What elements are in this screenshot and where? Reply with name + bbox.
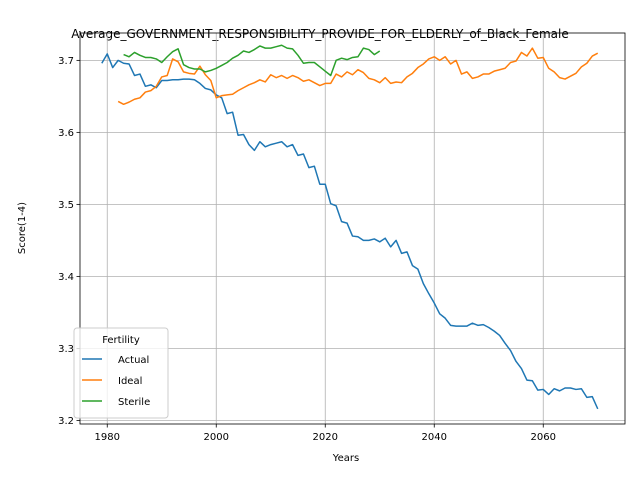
y-tick-label: 3.5 [58, 200, 74, 211]
x-tick-label: 1980 [95, 432, 120, 443]
grid [80, 33, 625, 424]
y-tick-label: 3.6 [58, 128, 74, 139]
y-tick-label: 3.3 [58, 344, 74, 355]
series-line-actual [101, 53, 599, 410]
legend-label-sterile: Sterile [118, 397, 150, 408]
x-tick-label: 2020 [313, 432, 338, 443]
x-axis-ticks: 1980 2000 2020 2040 2060 [95, 424, 556, 443]
chart-title: Average_GOVERNMENT_RESPONSIBILITY_PROVID… [71, 27, 569, 41]
x-tick-label: 2040 [422, 432, 447, 443]
y-tick-label: 3.2 [58, 416, 74, 427]
series-line-sterile [123, 44, 381, 77]
y-axis-title: Score(1-4) [17, 202, 28, 254]
x-axis-title: Years [332, 453, 359, 464]
plot-frame [79, 32, 626, 425]
legend-entries: Actual Ideal Sterile [82, 355, 150, 408]
x-tick-label: 2060 [531, 432, 556, 443]
legend-label-ideal: Ideal [118, 376, 142, 387]
legend: Fertility Actual Ideal Sterile [73, 327, 169, 419]
y-tick-label: 3.7 [58, 56, 74, 67]
series-lines [101, 44, 599, 410]
x-tick-label: 2000 [204, 432, 229, 443]
y-axis-ticks: 3.2 3.3 3.4 3.5 3.6 3.7 [58, 56, 80, 427]
legend-box [73, 327, 169, 419]
legend-title: Fertility [102, 335, 140, 346]
legend-label-actual: Actual [118, 355, 149, 366]
y-tick-label: 3.4 [58, 272, 74, 283]
